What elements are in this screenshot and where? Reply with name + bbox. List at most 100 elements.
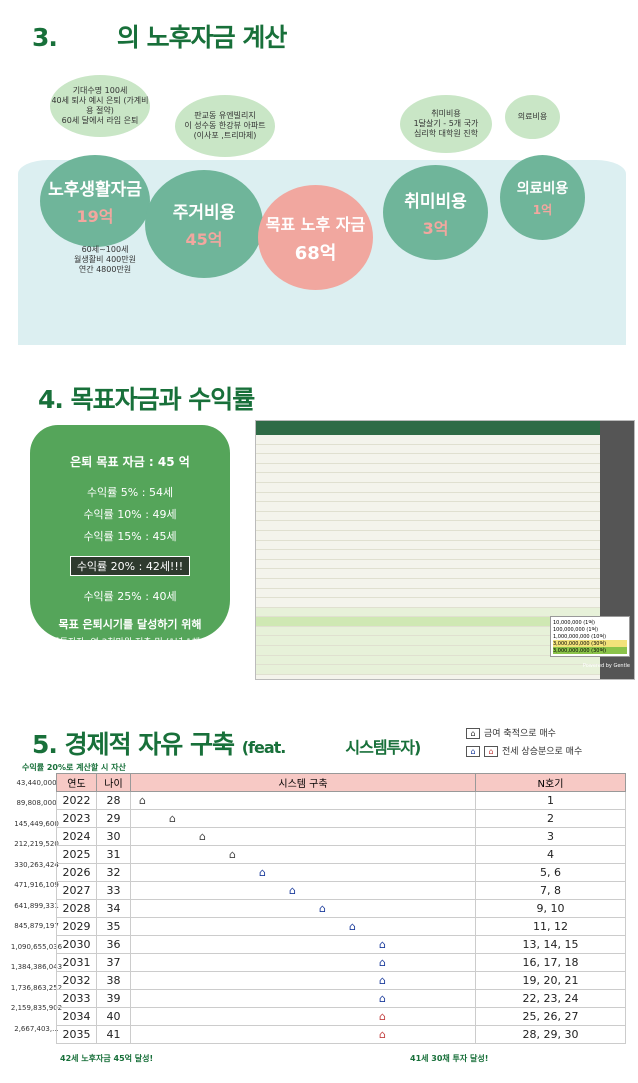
- bubble-label: 목표 노후 자금: [265, 214, 366, 234]
- sheet-row: [256, 521, 634, 531]
- sheet-row: [256, 646, 634, 656]
- sheet-row: [256, 598, 634, 608]
- sheet-row: [256, 531, 634, 541]
- sheet-row: [256, 579, 634, 589]
- cell-year: 2023: [56, 809, 97, 828]
- cell-count: 25, 26, 27: [475, 1007, 626, 1026]
- cell-system: ⌂: [130, 881, 476, 900]
- cell-year: 2031: [56, 953, 97, 972]
- cell-age: 36: [96, 935, 131, 954]
- cell-year: 2030: [56, 935, 97, 954]
- section3-title: 3. 의 노후자금 계산: [32, 23, 287, 52]
- header-year: 연도: [56, 773, 97, 792]
- bubble-housing-detail: 판교동 유엔빌리지 이 성수동 한강뷰 아파트 (이사포 ,트리마제): [175, 95, 275, 157]
- house-icon: ⌂: [199, 830, 206, 843]
- sheet-row: [256, 636, 634, 647]
- bubble-living: 노후생활자금 19억: [40, 155, 150, 247]
- cell-age: 34: [96, 899, 131, 918]
- cell-year: 2022: [56, 791, 97, 810]
- bubble-goal: 목표 노후 자금 68억: [258, 185, 373, 290]
- cell-system: ⌂: [130, 935, 476, 954]
- box-heading: 은퇴 목표 자금 : 45 억: [70, 455, 190, 469]
- asset-value: 845,879,197: [14, 922, 59, 931]
- cell-age: 35: [96, 917, 131, 936]
- sheet-row: [256, 665, 634, 675]
- sheet-rows: [256, 435, 634, 675]
- cell-system: ⌂: [130, 899, 476, 918]
- cell-system: ⌂: [130, 1025, 476, 1044]
- bubble-label: 의료비용: [516, 180, 569, 197]
- house-icon: ⌂: [139, 794, 146, 807]
- header-count: N호기: [475, 773, 626, 792]
- asset-value: 2,159,835,902: [10, 1004, 63, 1013]
- house-icon: ⌂: [289, 884, 296, 897]
- section5-title: 5. 경제적 자유 구축 (feat. 시스템투자): [32, 730, 421, 759]
- cell-count: 28, 29, 30: [475, 1025, 626, 1044]
- cell-system: ⌂: [130, 917, 476, 936]
- cell-system: ⌂: [130, 1007, 476, 1026]
- bubble-amount: 19억: [76, 207, 114, 226]
- cell-year: 2025: [56, 845, 97, 864]
- spreadsheet-image: 10,000,000 (1억) 100,000,000 (1억) 1,000,0…: [255, 420, 635, 680]
- cell-age: 39: [96, 989, 131, 1008]
- cell-count: 3: [475, 827, 626, 846]
- cell-count: 22, 23, 24: [475, 989, 626, 1008]
- table-row: 2033 39 ⌂ 22, 23, 24: [56, 989, 626, 1008]
- sheet-row: [256, 502, 634, 512]
- subtitle: 수익률 20%로 계산할 시 자산: [22, 763, 126, 772]
- bubble-text: 기대수명 100세 40세 퇴사 예시 은퇴 (가계비용 절약) 60세 달에서 라…: [51, 86, 149, 125]
- house-icon: ⌂: [466, 728, 480, 739]
- bubble-label: 주거비용: [172, 203, 236, 223]
- sheet-row: [256, 626, 634, 637]
- house-icon: ⌂: [349, 920, 356, 933]
- legend-label: 금여 축적으로 매수: [484, 729, 556, 739]
- cell-year: 2032: [56, 971, 97, 990]
- cell-count: 11, 12: [475, 917, 626, 936]
- table-row: 2023 29 ⌂ 2: [56, 809, 626, 828]
- cell-year: 2029: [56, 917, 97, 936]
- cell-count: 7, 8: [475, 881, 626, 900]
- table-row: 2026 32 ⌂ 5, 6: [56, 863, 626, 882]
- cell-age: 32: [96, 863, 131, 882]
- returns-box: 은퇴 목표 자금 : 45 억 수익률 5% : 54세 수익률 10% : 4…: [30, 425, 230, 693]
- cell-age: 28: [96, 791, 131, 810]
- cell-age: 33: [96, 881, 131, 900]
- cell-year: 2033: [56, 989, 97, 1008]
- bubble-medical-detail: 의료비용: [505, 95, 560, 139]
- cell-age: 40: [96, 1007, 131, 1026]
- asset-value: 145,449,600: [14, 813, 59, 834]
- cell-count: 13, 14, 15: [475, 935, 626, 954]
- bubble-text: 판교동 유엔빌리지 이 성수동 한강뷰 아파트 (이사포 ,트리마제): [184, 111, 266, 140]
- footnote-right: 41세 30채 투자 달성!: [410, 1054, 489, 1063]
- bubble-amount: 45억: [185, 230, 223, 249]
- sheet-row: [256, 569, 634, 579]
- bubble-text: 의료비용: [517, 112, 548, 121]
- cell-system: ⌂: [130, 845, 476, 864]
- sheet-row: [256, 493, 634, 503]
- asset-column: 43,440,000 89,808,000 145,449,600 212,219,5…: [10, 773, 63, 1039]
- table-row: 2034 40 ⌂ 25, 26, 27: [56, 1007, 626, 1026]
- cell-system: ⌂: [130, 863, 476, 882]
- sheet-row: [256, 560, 634, 570]
- legend-label: 전세 상승분으로 매수: [502, 747, 583, 757]
- cell-count: 9, 10: [475, 899, 626, 918]
- bubble-medical: 의료비용 1억: [500, 155, 585, 240]
- asset-value: 471,916,109: [14, 881, 59, 890]
- section-retirement-calc: 3. 의 노후자금 계산 기대수명 100세 40세 퇴사 예시 은퇴 (가계비용 …: [0, 0, 638, 345]
- cell-year: 2024: [56, 827, 97, 846]
- cell-year: 2035: [56, 1025, 97, 1044]
- house-icon: ⌂: [169, 812, 176, 825]
- asset-value: 1,090,655,036: [11, 936, 62, 957]
- cell-system: ⌂: [130, 809, 476, 828]
- asset-value: 2,667,403,...: [14, 1018, 59, 1039]
- bubble-label: 취미비용: [404, 191, 467, 212]
- house-icon: ⌂: [379, 974, 386, 987]
- asset-value: 1,384,386,043: [10, 963, 63, 972]
- table-row: 2022 28 ⌂ 1: [56, 791, 626, 810]
- asset-value: 641,899,331: [14, 895, 59, 916]
- house-icon: ⌂: [379, 956, 386, 969]
- house-icon: ⌂: [379, 938, 386, 951]
- note-text: 60세~100세 월생활비 400만원 연간 4800만원: [74, 245, 136, 274]
- sheet-row: [256, 435, 634, 445]
- house-icon: ⌂: [259, 866, 266, 879]
